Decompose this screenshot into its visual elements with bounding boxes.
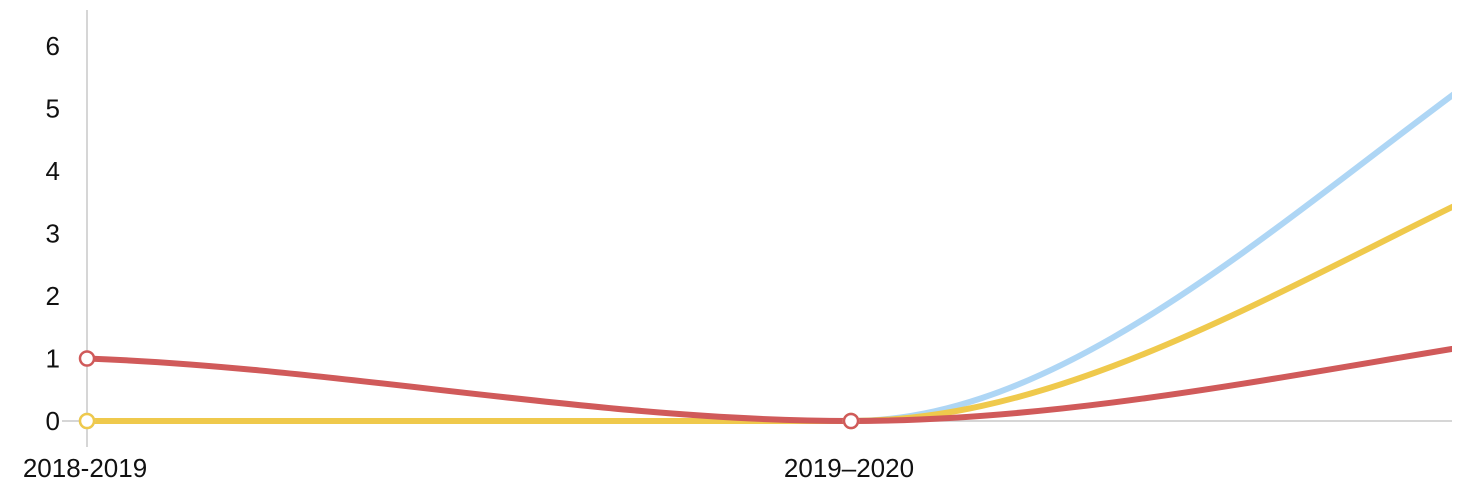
data-point-marker — [78, 350, 96, 367]
series-line-1 — [84, 91, 1452, 425]
x-tick-label: 2019–2020 — [784, 453, 914, 483]
series-line-3 — [84, 345, 1452, 424]
y-tick-label: 1 — [46, 344, 60, 374]
series-line-2 — [84, 203, 1452, 425]
y-tick-label: 3 — [46, 219, 60, 249]
marker-layer — [78, 350, 860, 430]
data-point-marker — [78, 412, 96, 430]
data-point-marker — [842, 412, 860, 430]
y-tick-label: 5 — [46, 94, 60, 124]
y-tick-label: 6 — [46, 31, 60, 61]
y-tick-label: 4 — [46, 156, 60, 186]
x-axis: 2018-2019 2019–2020 — [23, 420, 1452, 483]
y-tick-label: 2 — [46, 281, 60, 311]
y-tick-label: 0 — [46, 406, 60, 436]
x-tick-label: 2018-2019 — [23, 453, 147, 483]
y-axis: 0 1 2 3 4 5 6 — [46, 10, 88, 447]
series-layer — [84, 91, 1452, 425]
